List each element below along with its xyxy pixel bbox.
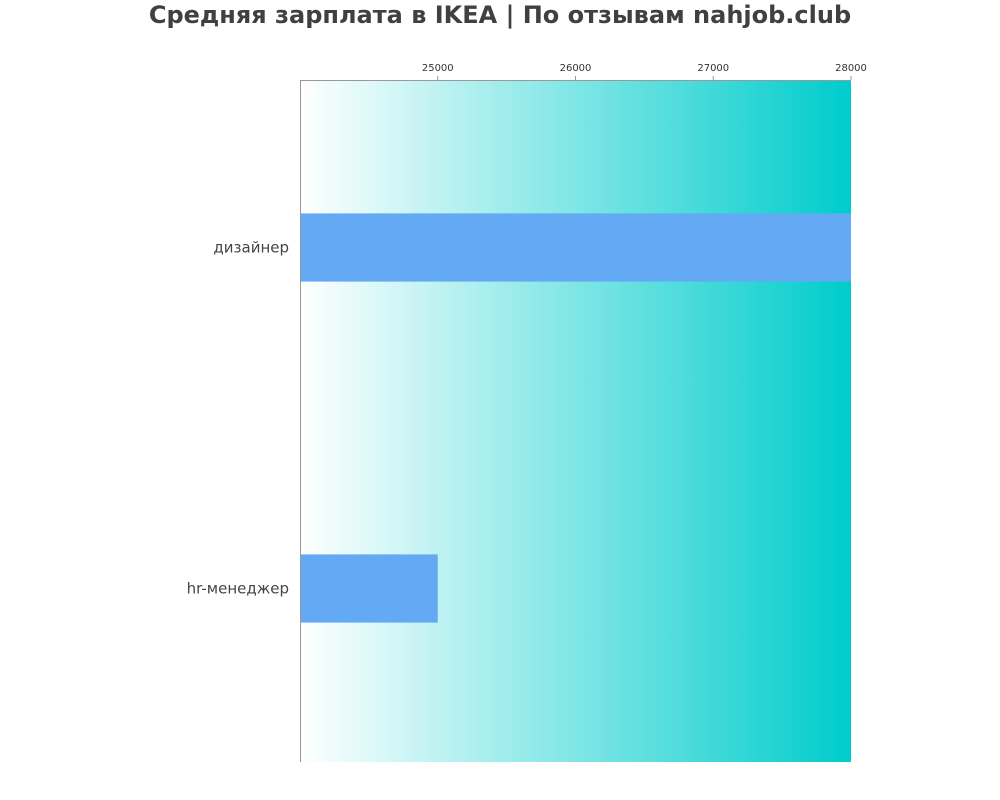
- category-labels-group: дизайнер hr-менеджер: [187, 239, 289, 598]
- plot-background: [300, 80, 851, 762]
- bar-0: [300, 213, 851, 282]
- x-tick-label-2: 27000: [697, 63, 729, 74]
- x-tick-label-1: 26000: [560, 63, 592, 74]
- bar-1: [300, 554, 438, 623]
- x-tick-label-3: 28000: [835, 63, 867, 74]
- x-ticks-group: 25000 26000 27000 28000: [422, 63, 867, 80]
- chart-title: Средняя зарплата в IKEA | По отзывам nah…: [149, 1, 851, 29]
- x-tick-label-0: 25000: [422, 63, 454, 74]
- category-label-1: hr-менеджер: [187, 580, 289, 598]
- category-label-0: дизайнер: [213, 239, 289, 257]
- bars-group: [300, 213, 851, 623]
